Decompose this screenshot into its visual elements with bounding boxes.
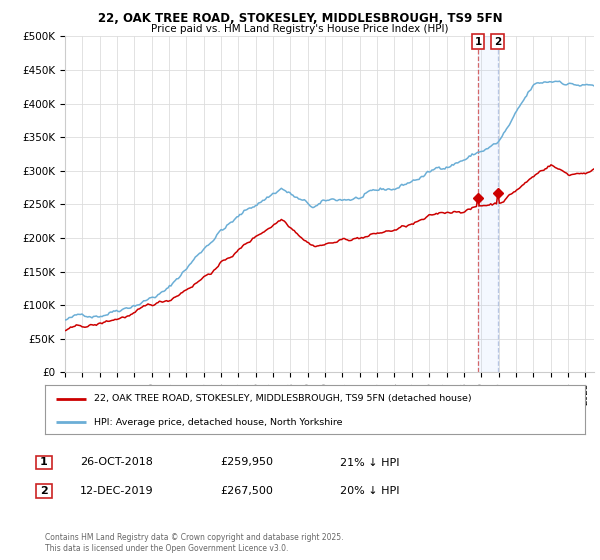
Text: 1: 1 bbox=[475, 37, 482, 47]
Text: 12-DEC-2019: 12-DEC-2019 bbox=[80, 487, 154, 496]
Bar bbox=[478, 36, 498, 372]
Text: 1: 1 bbox=[40, 458, 48, 468]
Bar bbox=[36, 455, 52, 469]
Text: HPI: Average price, detached house, North Yorkshire: HPI: Average price, detached house, Nort… bbox=[94, 418, 342, 427]
Bar bbox=[36, 484, 52, 498]
Text: £259,950: £259,950 bbox=[220, 458, 273, 468]
Text: 22, OAK TREE ROAD, STOKESLEY, MIDDLESBROUGH, TS9 5FN (detached house): 22, OAK TREE ROAD, STOKESLEY, MIDDLESBRO… bbox=[94, 394, 471, 403]
Text: Price paid vs. HM Land Registry's House Price Index (HPI): Price paid vs. HM Land Registry's House … bbox=[151, 24, 449, 34]
Text: £267,500: £267,500 bbox=[220, 487, 273, 496]
Text: 2: 2 bbox=[40, 487, 48, 496]
Text: 22, OAK TREE ROAD, STOKESLEY, MIDDLESBROUGH, TS9 5FN: 22, OAK TREE ROAD, STOKESLEY, MIDDLESBRO… bbox=[98, 12, 502, 25]
Text: 26-OCT-2018: 26-OCT-2018 bbox=[80, 458, 153, 468]
Text: Contains HM Land Registry data © Crown copyright and database right 2025.
This d: Contains HM Land Registry data © Crown c… bbox=[45, 533, 343, 553]
Text: 21% ↓ HPI: 21% ↓ HPI bbox=[340, 458, 400, 468]
Text: 2: 2 bbox=[494, 37, 502, 47]
Text: 20% ↓ HPI: 20% ↓ HPI bbox=[340, 487, 400, 496]
